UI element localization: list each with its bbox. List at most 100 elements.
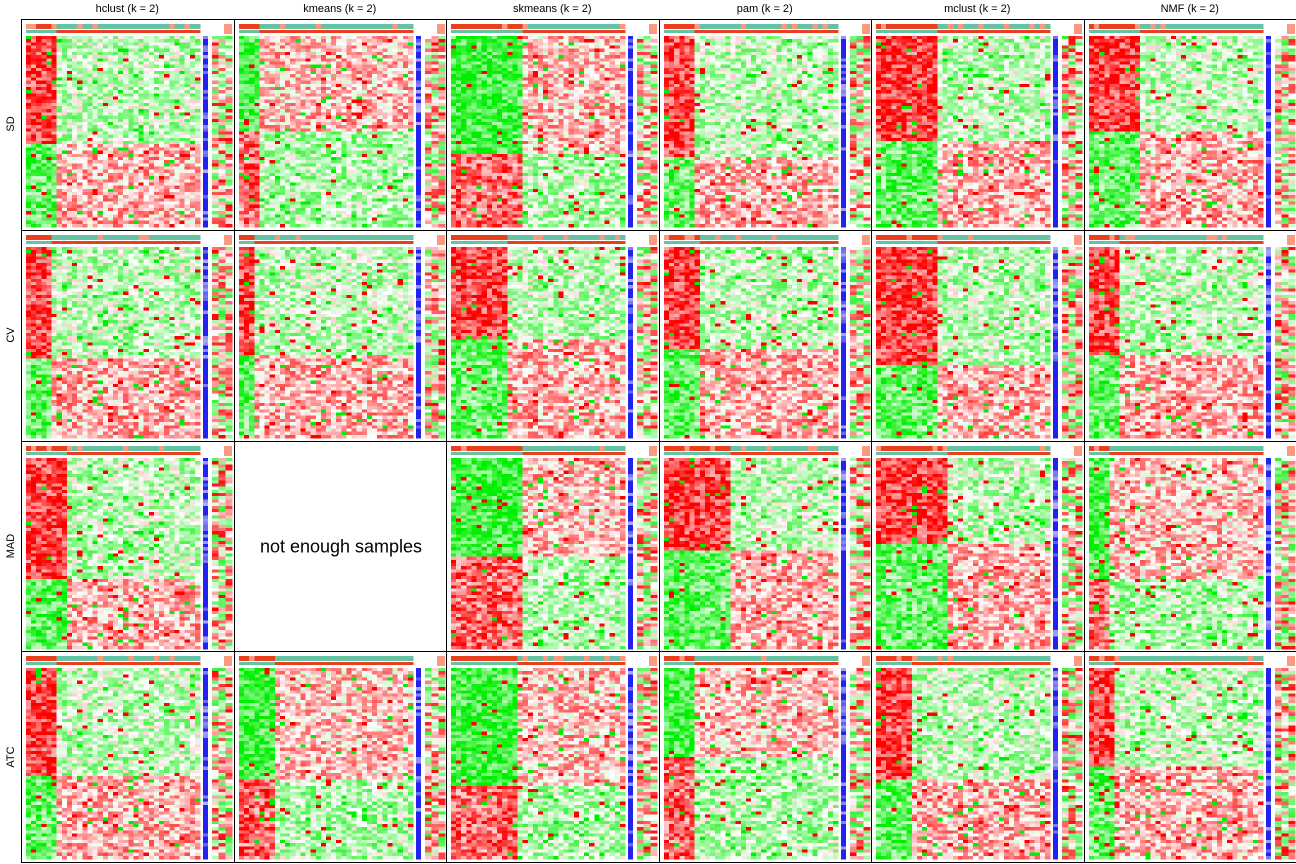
side-heatmap-cell xyxy=(438,223,446,228)
heatmap-cell xyxy=(51,96,58,100)
heatmap-cell xyxy=(159,55,165,59)
side-heatmap-cell xyxy=(218,220,226,225)
heatmap-cell xyxy=(269,86,276,91)
heatmap-cell xyxy=(87,71,93,75)
side-heatmap-cell xyxy=(212,55,219,59)
side-heatmap-cell xyxy=(431,112,439,116)
heatmap-cell xyxy=(26,198,32,202)
heatmap-cell xyxy=(336,160,342,164)
heatmap-cell xyxy=(295,61,301,65)
heatmap-cell xyxy=(107,86,114,91)
heatmap-cell xyxy=(133,223,139,228)
class-annotation-cell xyxy=(305,30,311,33)
row-annotation-cell xyxy=(203,58,208,62)
heatmap-cell xyxy=(507,36,513,40)
heatmap-cell xyxy=(164,96,170,100)
heatmap-cell xyxy=(244,102,250,107)
heatmap-cell xyxy=(331,36,337,40)
heatmap-cell xyxy=(72,42,78,46)
heatmap-cell xyxy=(31,64,37,69)
heatmap-cell xyxy=(77,147,83,151)
heatmap-cell xyxy=(290,198,296,202)
heatmap-cell xyxy=(179,102,185,107)
heatmap-cell xyxy=(300,185,306,190)
heatmap-cell xyxy=(341,134,347,139)
heatmap-cell xyxy=(264,115,271,120)
heatmap-cell xyxy=(164,182,170,186)
heatmap-cell xyxy=(372,80,378,85)
side-heatmap-cell xyxy=(431,144,439,148)
heatmap-cell xyxy=(305,67,311,72)
heatmap-cell xyxy=(336,211,342,215)
row-annotation-cell xyxy=(416,80,421,85)
heatmap-cell xyxy=(148,83,155,88)
heatmap-cell xyxy=(244,176,250,180)
side-heatmap-cell xyxy=(225,207,233,212)
heatmap-cell xyxy=(402,74,409,78)
heatmap-cell xyxy=(194,77,201,81)
heatmap-cell xyxy=(128,204,134,209)
heatmap-cell xyxy=(159,163,165,167)
heatmap-cell xyxy=(107,42,114,46)
class-annotation-cell xyxy=(392,30,398,33)
heatmap-cell xyxy=(274,211,281,215)
heatmap-cell xyxy=(56,191,63,196)
heatmap-cell xyxy=(259,90,265,94)
heatmap-cell xyxy=(377,64,383,69)
heatmap-cell xyxy=(143,211,150,215)
heatmap-cell xyxy=(148,77,155,81)
heatmap-cell xyxy=(179,86,185,91)
class-annotation-cell xyxy=(153,30,160,33)
heatmap-cell xyxy=(387,137,393,142)
heatmap-cell xyxy=(356,115,363,120)
side-heatmap-cell xyxy=(218,179,226,183)
heatmap-cell xyxy=(604,45,610,50)
heatmap-cell xyxy=(184,83,191,88)
heatmap-cell xyxy=(285,198,291,202)
heatmap-cell xyxy=(143,144,150,148)
class-annotation-cell xyxy=(377,30,383,33)
heatmap-cell xyxy=(194,128,201,132)
heatmap-cell xyxy=(26,188,32,193)
heatmap-cell xyxy=(159,80,165,85)
heatmap-cell xyxy=(143,48,150,53)
heatmap-cell xyxy=(269,118,276,123)
class-annotation-cell xyxy=(609,24,616,29)
heatmap-cell xyxy=(118,131,124,135)
heatmap-cell xyxy=(361,214,368,218)
heatmap-cell xyxy=(133,147,139,151)
heatmap-cell xyxy=(118,150,124,155)
heatmap-cell xyxy=(148,118,155,123)
heatmap-cell xyxy=(397,198,404,202)
heatmap-cell xyxy=(82,176,88,180)
heatmap-cell xyxy=(497,55,503,59)
heatmap-cell xyxy=(264,204,271,209)
heatmap-cell xyxy=(351,39,358,43)
heatmap-cell xyxy=(239,153,245,158)
heatmap-cell xyxy=(31,55,37,59)
heatmap-cell xyxy=(356,102,363,107)
heatmap-cell xyxy=(259,156,265,161)
heatmap-cell xyxy=(366,96,373,100)
heatmap-cell xyxy=(239,77,245,81)
heatmap-cell xyxy=(51,163,58,167)
heatmap-cell xyxy=(331,118,337,123)
heatmap-cell xyxy=(189,58,196,62)
heatmap-cell xyxy=(41,166,47,170)
heatmap-cell xyxy=(382,112,388,116)
heatmap-cell xyxy=(102,137,109,142)
heatmap-cell xyxy=(279,153,286,158)
heatmap-cell xyxy=(341,112,347,116)
heatmap-cell xyxy=(254,77,260,81)
heatmap-cell xyxy=(138,160,145,164)
heatmap-cell xyxy=(174,179,180,183)
heatmap-cell xyxy=(356,223,363,228)
heatmap-cell xyxy=(377,99,383,104)
heatmap-cell xyxy=(87,169,93,174)
heatmap-cell xyxy=(290,207,296,212)
row-annotation-cell xyxy=(203,160,208,164)
heatmap-cell xyxy=(366,115,373,120)
heatmap-cell xyxy=(148,115,155,120)
heatmap-cell xyxy=(356,176,363,180)
heatmap-cell xyxy=(36,121,42,126)
